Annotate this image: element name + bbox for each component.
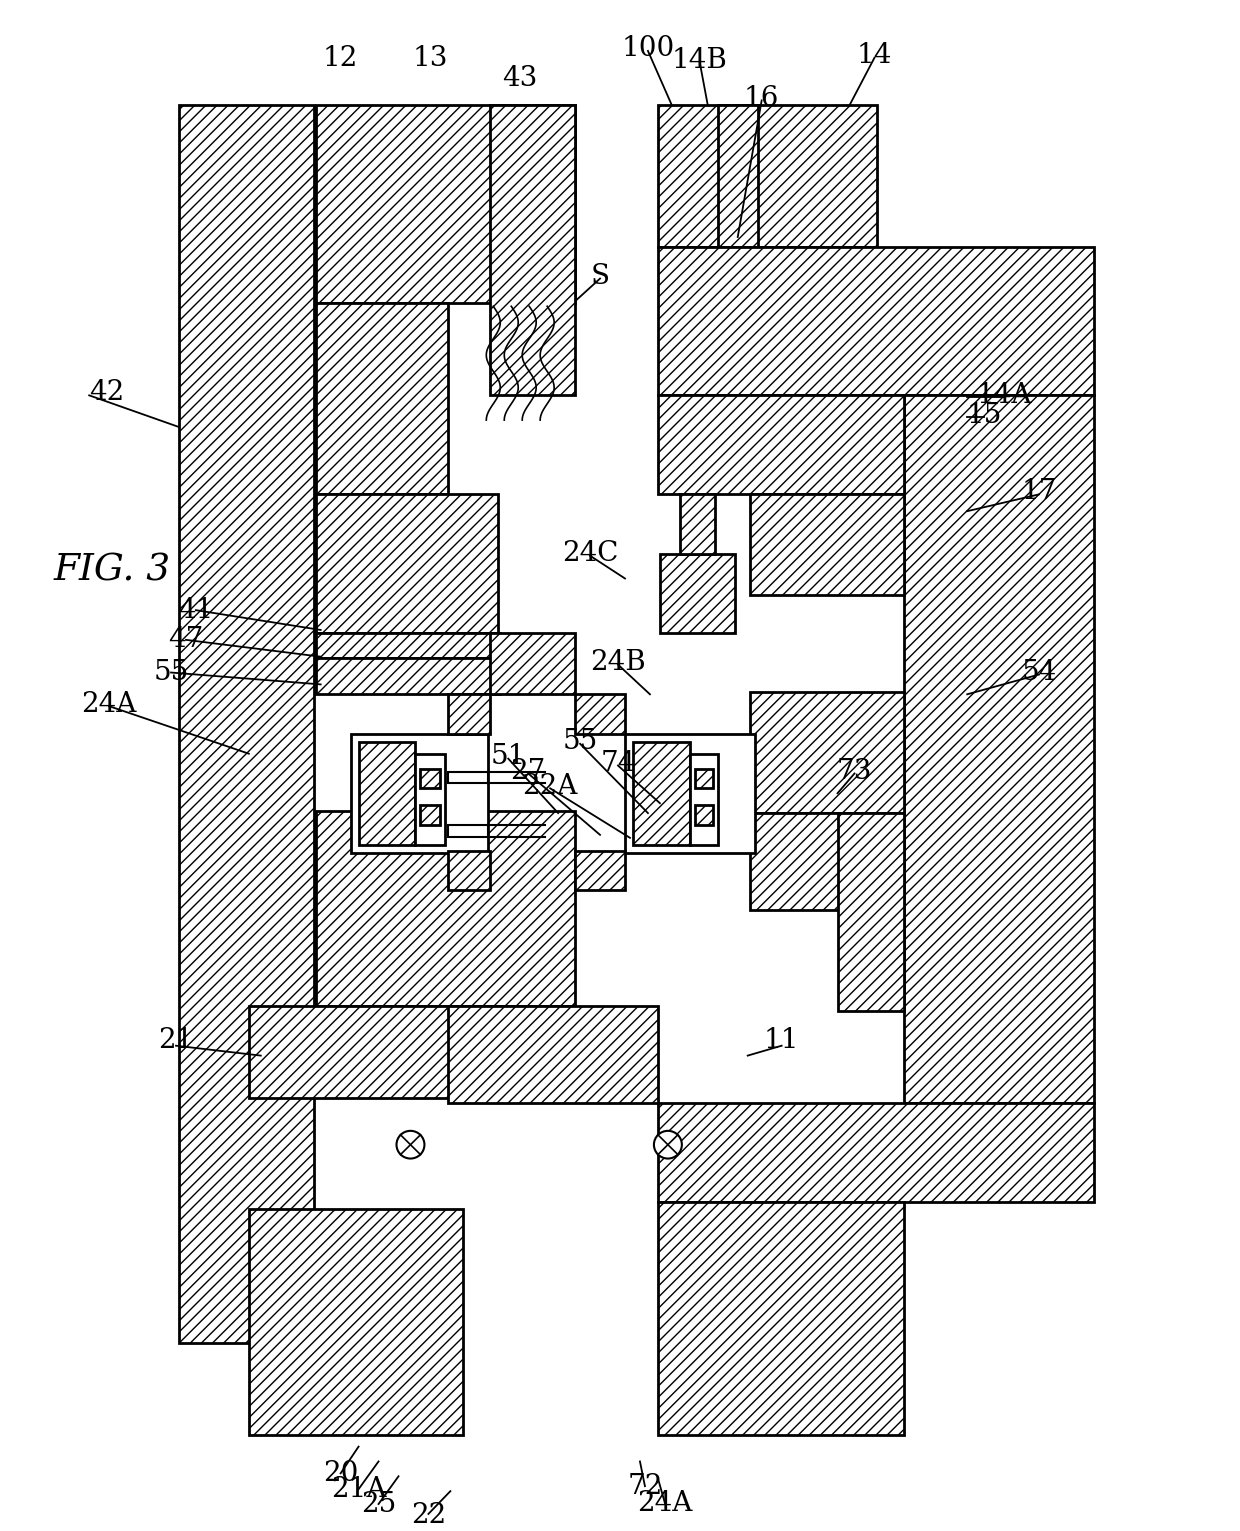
Text: 24B: 24B <box>590 649 646 677</box>
Polygon shape <box>658 1104 1094 1202</box>
Polygon shape <box>316 811 575 1006</box>
Text: 51: 51 <box>491 743 526 770</box>
Circle shape <box>397 1131 424 1159</box>
Text: 14A: 14A <box>976 381 1032 409</box>
Text: 21: 21 <box>159 1027 193 1055</box>
Text: 16: 16 <box>744 84 780 112</box>
Text: 55: 55 <box>154 658 188 686</box>
Text: 14B: 14B <box>672 47 728 75</box>
Polygon shape <box>351 733 489 853</box>
Circle shape <box>653 1131 682 1159</box>
Polygon shape <box>904 395 1094 1104</box>
Polygon shape <box>750 813 839 909</box>
Text: 41: 41 <box>179 597 213 623</box>
Polygon shape <box>249 1209 464 1435</box>
Polygon shape <box>658 106 878 246</box>
Polygon shape <box>490 632 575 694</box>
Text: 55: 55 <box>563 729 598 755</box>
Text: 72: 72 <box>627 1473 662 1500</box>
Polygon shape <box>316 632 500 658</box>
Text: 43: 43 <box>502 66 538 92</box>
Polygon shape <box>694 769 713 788</box>
Text: 17: 17 <box>1022 478 1056 505</box>
Polygon shape <box>420 769 440 788</box>
Text: 27: 27 <box>511 758 546 785</box>
Text: 12: 12 <box>322 46 358 72</box>
Polygon shape <box>689 753 718 845</box>
Polygon shape <box>658 1202 904 1435</box>
Text: S: S <box>590 263 610 289</box>
Polygon shape <box>694 805 713 825</box>
Text: FIG. 3: FIG. 3 <box>53 553 170 588</box>
Polygon shape <box>420 805 440 825</box>
Text: 24A: 24A <box>82 690 136 718</box>
Polygon shape <box>625 733 755 853</box>
Polygon shape <box>658 246 1094 395</box>
Polygon shape <box>249 1006 575 1098</box>
Polygon shape <box>316 495 498 632</box>
Polygon shape <box>680 495 714 554</box>
Polygon shape <box>449 772 489 784</box>
Text: 11: 11 <box>764 1027 800 1055</box>
Polygon shape <box>660 554 735 632</box>
Polygon shape <box>316 303 449 495</box>
Text: 74: 74 <box>600 750 636 778</box>
Polygon shape <box>449 825 489 837</box>
Text: 22: 22 <box>410 1502 446 1529</box>
Text: 47: 47 <box>169 626 203 654</box>
Text: 14: 14 <box>857 43 892 69</box>
Text: 100: 100 <box>621 35 675 63</box>
Text: 24C: 24C <box>562 540 619 568</box>
Text: 15: 15 <box>966 401 1002 429</box>
Polygon shape <box>316 658 500 694</box>
Polygon shape <box>575 694 625 733</box>
Text: 73: 73 <box>837 758 872 785</box>
Polygon shape <box>179 106 314 1343</box>
Text: 13: 13 <box>413 46 448 72</box>
Polygon shape <box>837 813 904 1010</box>
Polygon shape <box>575 851 625 891</box>
Text: 21A: 21A <box>331 1476 387 1502</box>
Polygon shape <box>632 743 689 845</box>
Polygon shape <box>415 753 445 845</box>
Polygon shape <box>658 395 904 495</box>
Polygon shape <box>449 1006 658 1104</box>
Polygon shape <box>358 743 415 845</box>
Text: 24A: 24A <box>637 1490 693 1517</box>
Text: 54: 54 <box>1022 658 1056 686</box>
Polygon shape <box>718 106 758 246</box>
Polygon shape <box>449 851 490 891</box>
Polygon shape <box>750 495 904 596</box>
Text: 25: 25 <box>361 1491 396 1517</box>
Text: 22A: 22A <box>522 773 578 799</box>
Polygon shape <box>316 106 575 303</box>
Polygon shape <box>490 106 575 395</box>
Text: 20: 20 <box>322 1461 358 1487</box>
Polygon shape <box>449 694 490 733</box>
Polygon shape <box>750 692 904 813</box>
Text: 42: 42 <box>89 378 124 406</box>
